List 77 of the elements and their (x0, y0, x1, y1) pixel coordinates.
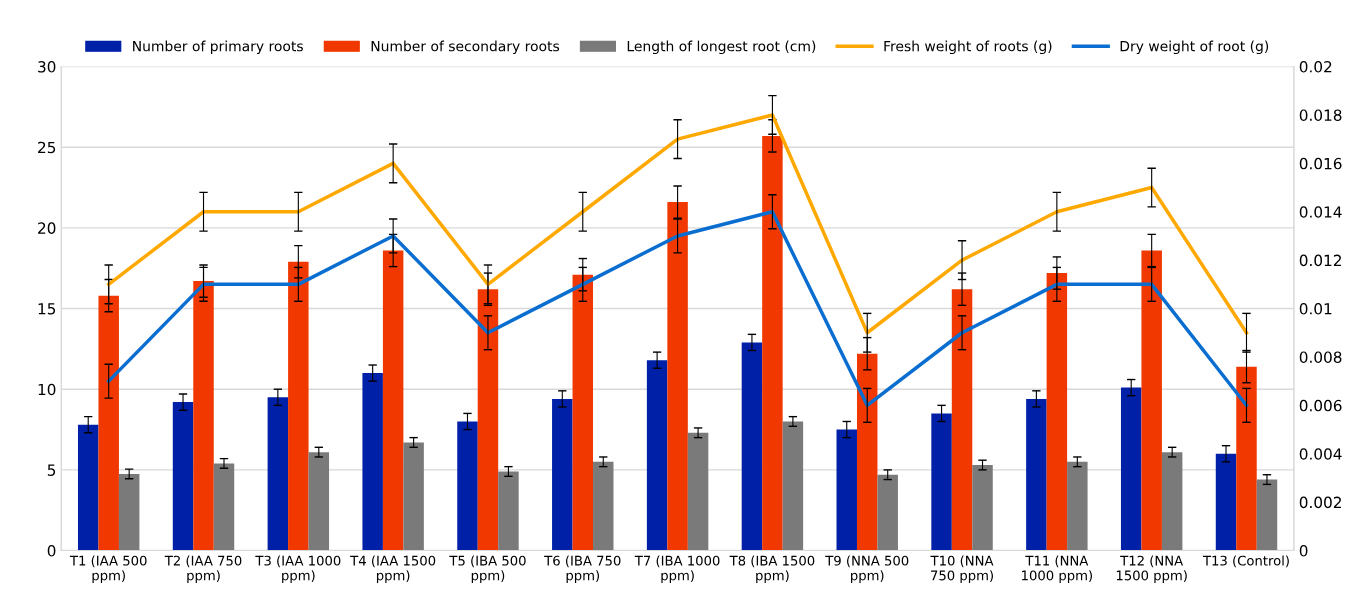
x-tick-label: T9 (NNA 500 ppm) (825, 555, 909, 583)
bar (856, 353, 878, 551)
legend-label: Fresh weight of roots (g) (884, 40, 1052, 55)
y2-tick-label: 0.01 (1299, 303, 1332, 315)
bar (552, 398, 573, 551)
x-tick-label: T1 (IAA 500 ppm) (69, 555, 147, 583)
bar (477, 289, 499, 551)
x-tick-label: T6 (IBA 750 ppm) (544, 555, 621, 583)
y2-tick-label: 0.016 (1299, 157, 1342, 170)
bar (667, 202, 688, 551)
bar (951, 289, 973, 551)
y2-tick-label: 0 (1299, 545, 1308, 557)
bar (646, 360, 668, 551)
y-tick-label: 10 (38, 383, 56, 396)
legend-label: Dry weight of root (g) (1120, 40, 1269, 55)
y-tick-label: 0 (47, 545, 56, 557)
y-tick-label: 5 (47, 464, 56, 476)
y2-tick-label: 0.02 (1299, 61, 1332, 73)
bar (193, 281, 214, 551)
x-tick-label: T5 (IBA 500 ppm) (449, 555, 526, 583)
bar (877, 474, 898, 551)
bar (782, 421, 804, 551)
x-tick-label: T4 (IAA 1500 ppm) (350, 555, 436, 583)
y-tick-label: 20 (38, 222, 56, 234)
x-tick-label: T10 (NNA 750 ppm) (930, 555, 994, 583)
bar (98, 295, 119, 551)
bar (1215, 453, 1237, 551)
y2-tick-label: 0.006 (1299, 399, 1342, 412)
bar (1120, 387, 1142, 551)
y2-tick-label: 0.014 (1299, 206, 1342, 218)
bar (572, 274, 594, 551)
y-tick-label: 30 (38, 61, 56, 73)
bar (762, 135, 783, 551)
legend-label: Number of secondary roots (371, 40, 560, 55)
bar (267, 397, 289, 551)
line-series (106, 210, 1249, 408)
bar (972, 465, 993, 551)
y2-tick-label: 0.008 (1299, 351, 1342, 363)
bar (1141, 250, 1162, 551)
y-tick-label: 25 (38, 141, 56, 154)
y2-tick-label: 0.012 (1299, 254, 1341, 267)
x-tick-label: T8 (IBA 1500 ppm) (729, 555, 815, 583)
bar (1026, 398, 1047, 551)
bar (288, 261, 309, 551)
bar (118, 473, 140, 551)
y2-tick-label: 0.004 (1299, 448, 1342, 460)
bar (1161, 452, 1183, 551)
bar (1256, 479, 1278, 551)
bar (382, 250, 404, 551)
bar (498, 471, 519, 551)
x-tick-label: T13 (Control) (1202, 555, 1289, 568)
bar (1046, 273, 1068, 551)
bar (1067, 461, 1088, 551)
bar (593, 461, 614, 551)
bar (403, 442, 424, 551)
bar (77, 424, 99, 551)
x-tick-label: T11 (NNA 1000 ppm) (1022, 555, 1092, 583)
x-tick-label: T12 (NNA 1500 ppm) (1116, 555, 1187, 583)
y2-tick-label: 0.002 (1299, 496, 1341, 509)
x-tick-label: T7 (IBA 1000 ppm) (634, 555, 720, 583)
y-tick-label: 15 (38, 303, 56, 315)
bar (362, 373, 383, 551)
x-tick-label: T2 (IAA 750 ppm) (164, 555, 242, 583)
y2-tick-label: 0.018 (1299, 109, 1342, 121)
bar (213, 463, 235, 551)
bar (931, 413, 952, 551)
legend-label: Length of longest root (cm) (627, 40, 816, 55)
x-tick-label: T3 (IAA 1000 ppm) (255, 555, 341, 583)
bar (1236, 366, 1257, 551)
bar (457, 421, 478, 551)
bar (687, 432, 709, 551)
bar (172, 402, 194, 551)
bar (308, 452, 330, 551)
bar (836, 429, 857, 551)
bar (741, 342, 763, 551)
legend-label: Number of primary roots (133, 40, 303, 55)
line-series (106, 113, 1249, 335)
